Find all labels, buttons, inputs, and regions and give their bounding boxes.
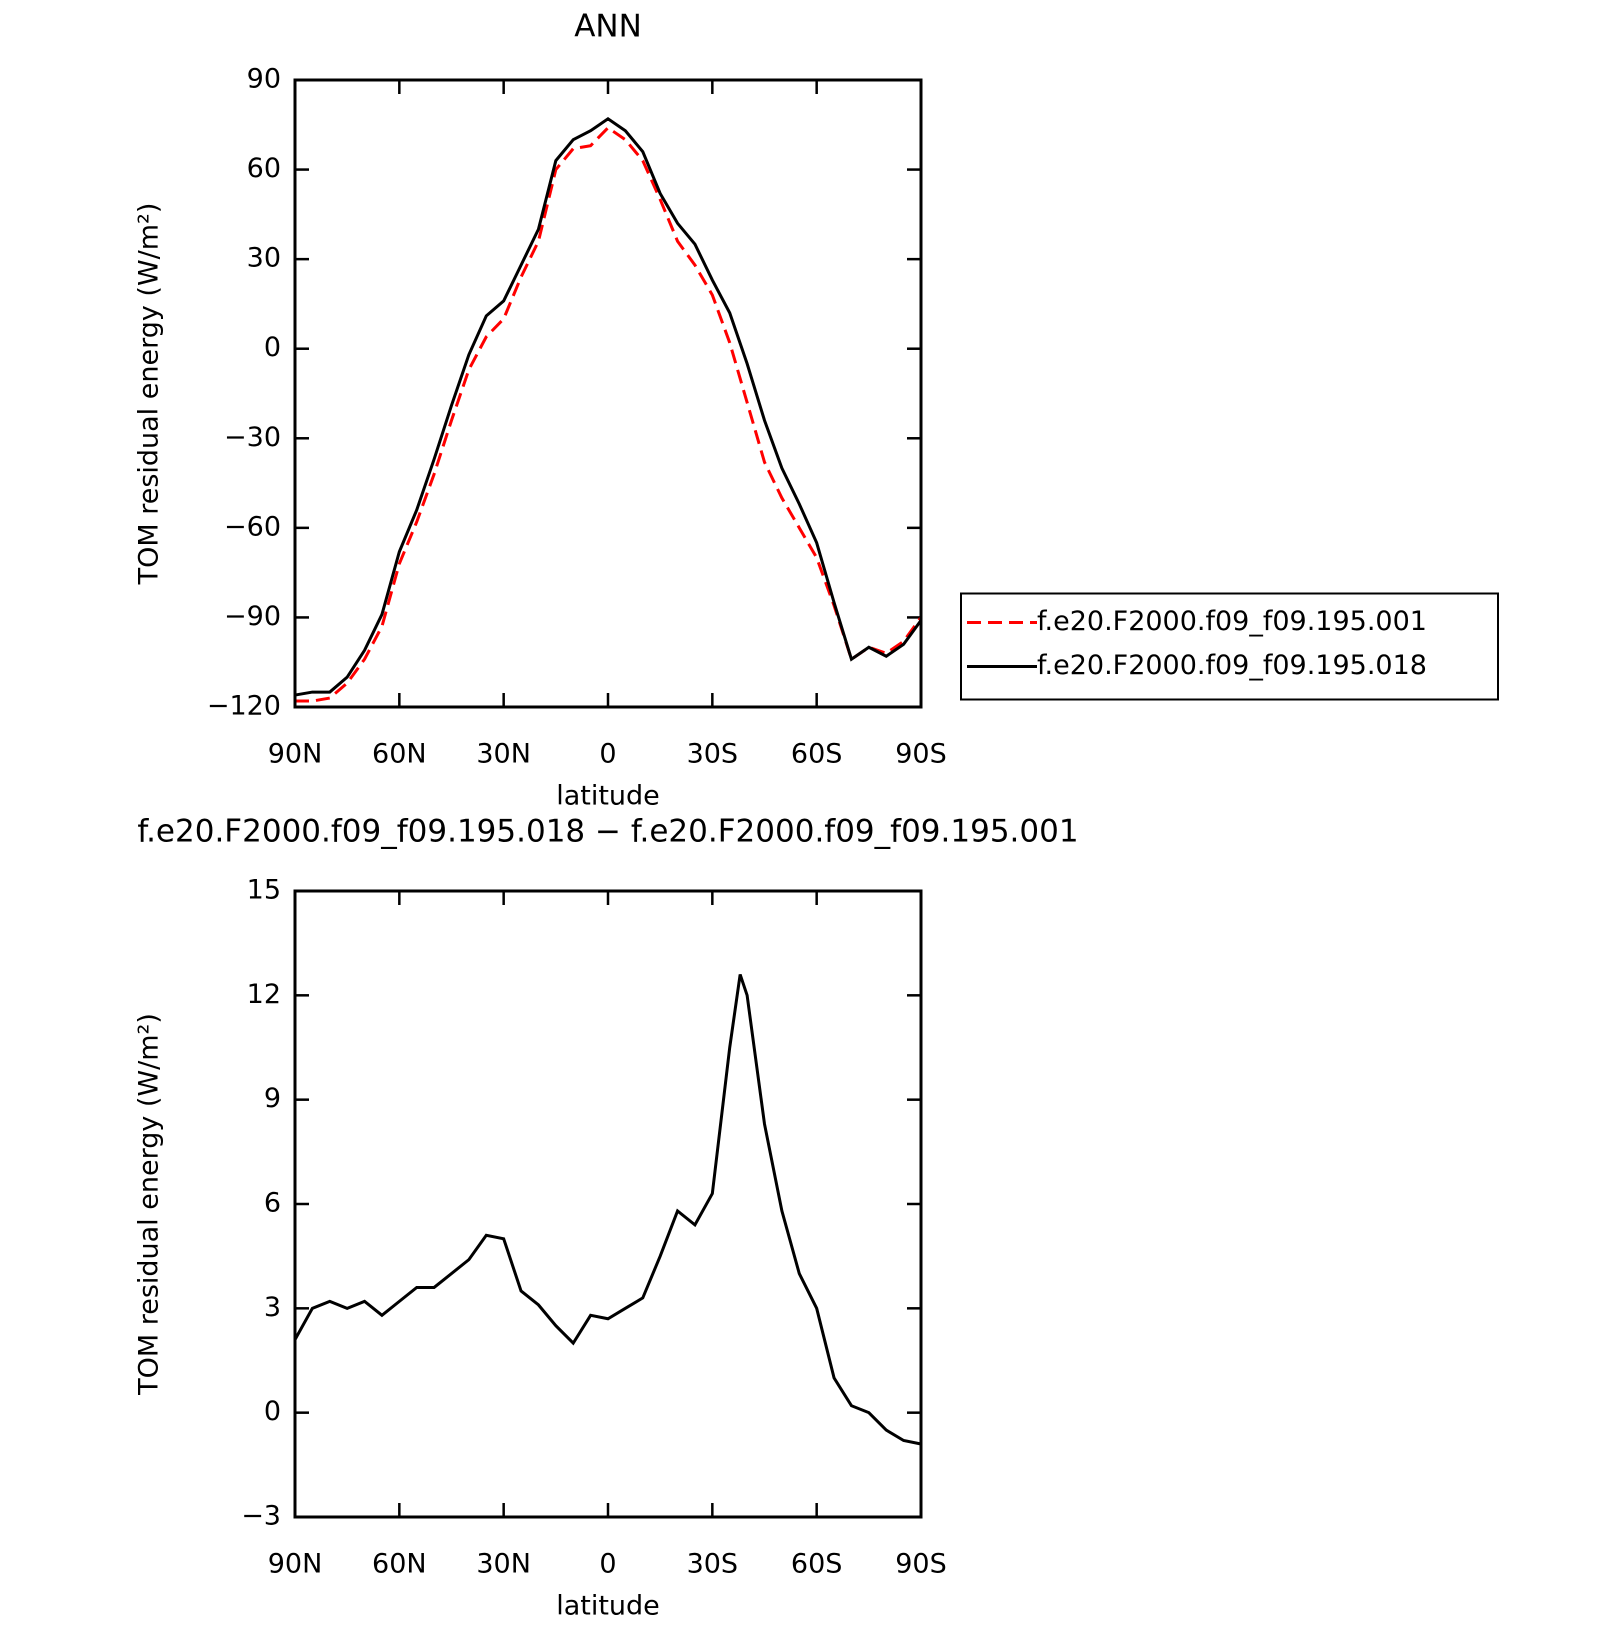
chart-title: f.e20.F2000.f09_f09.195.018 − f.e20.F200… xyxy=(137,814,1078,850)
x-tick-label: 0 xyxy=(599,739,616,770)
x-tick-label: 0 xyxy=(599,1549,616,1580)
y-tick-label: 0 xyxy=(264,1396,281,1427)
x-tick-label: 90N xyxy=(268,739,323,770)
legend-label: f.e20.F2000.f09_f09.195.018 xyxy=(1037,650,1427,681)
y-axis-label: TOM residual energy (W/m²) xyxy=(134,1013,165,1396)
y-tick-label: 15 xyxy=(247,875,281,906)
y-tick-label: 60 xyxy=(247,153,281,184)
y-tick-label: 3 xyxy=(264,1292,281,1323)
y-tick-label: −120 xyxy=(207,691,281,722)
x-tick-label: 90S xyxy=(895,1549,947,1580)
y-tick-label: −30 xyxy=(224,422,281,453)
x-tick-label: 60N xyxy=(372,739,427,770)
y-tick-label: 12 xyxy=(247,979,281,1010)
plot-frame xyxy=(293,78,923,709)
x-tick-label: 30S xyxy=(687,1549,739,1580)
legend-label: f.e20.F2000.f09_f09.195.001 xyxy=(1037,606,1427,637)
y-tick-label: 6 xyxy=(264,1188,281,1219)
data-line xyxy=(294,116,923,697)
chart-title: ANN xyxy=(574,9,642,45)
y-axis-label: TOM residual energy (W/m²) xyxy=(134,203,165,586)
x-tick-label: 90S xyxy=(895,739,947,770)
y-tick-label: −3 xyxy=(241,1501,281,1532)
x-axis-label: latitude xyxy=(556,1591,660,1622)
y-tick-label: 30 xyxy=(247,243,281,274)
x-tick-label: 30N xyxy=(476,1549,531,1580)
x-tick-label: 60S xyxy=(791,1549,843,1580)
y-tick-label: −60 xyxy=(224,511,281,542)
x-tick-label: 60S xyxy=(791,739,843,770)
data-line xyxy=(295,125,923,703)
plot-frame xyxy=(293,889,923,1519)
y-tick-label: −90 xyxy=(224,601,281,632)
y-tick-label: 0 xyxy=(264,332,281,363)
x-tick-label: 30N xyxy=(476,739,531,770)
y-tick-label: 90 xyxy=(247,64,281,95)
x-tick-label: 90N xyxy=(268,1549,323,1580)
legend-box xyxy=(960,592,1499,701)
x-tick-label: 30S xyxy=(687,739,739,770)
data-line xyxy=(293,973,922,1446)
y-tick-label: 9 xyxy=(264,1083,281,1114)
x-tick-label: 60N xyxy=(372,1549,427,1580)
x-axis-label: latitude xyxy=(556,781,660,812)
